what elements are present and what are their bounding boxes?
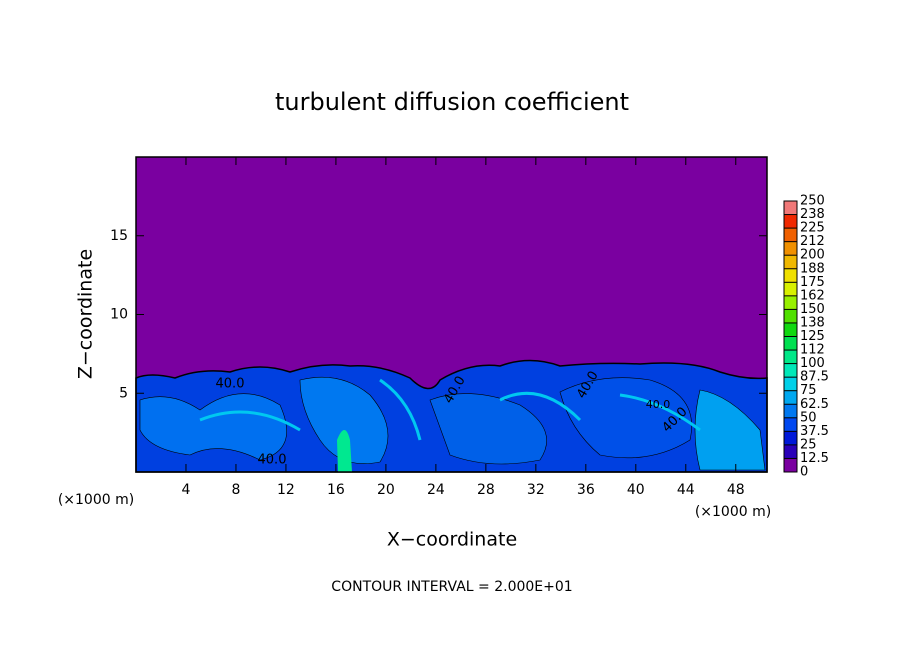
x-tick-label: 36 xyxy=(577,482,595,498)
field-region xyxy=(694,389,766,471)
colorbar-swatch xyxy=(784,363,797,378)
colorbar-label: 75 xyxy=(800,383,817,398)
colorbar-swatch xyxy=(784,404,797,418)
colorbar-swatch xyxy=(784,431,797,445)
colorbar-label: 100 xyxy=(800,356,825,371)
colorbar-label: 37.5 xyxy=(800,424,829,439)
field-region xyxy=(299,376,389,464)
x-tick-label: 44 xyxy=(677,482,695,498)
colorbar-label: 62.5 xyxy=(800,397,829,412)
colorbar-label: 112 xyxy=(800,343,825,358)
y-tick-label: 10 xyxy=(110,307,128,323)
colorbar-swatch xyxy=(784,444,797,459)
colorbar-swatch xyxy=(784,458,797,472)
field-region xyxy=(559,377,692,459)
colorbar-label: 188 xyxy=(800,261,825,276)
x-scale-label: (×1000 m) xyxy=(695,504,771,520)
colorbar-label: 0 xyxy=(800,465,808,480)
colorbar-swatch xyxy=(784,282,797,296)
colorbar-swatch xyxy=(784,228,797,242)
z-scale-label: (×1000 m) xyxy=(58,492,134,508)
x-tick-label: 48 xyxy=(727,482,745,498)
colorbar-swatch xyxy=(784,201,797,215)
field-filament xyxy=(199,378,701,441)
field xyxy=(135,157,768,473)
colorbar-label: 150 xyxy=(800,302,825,317)
x-tick-label: 24 xyxy=(427,482,445,498)
colorbar-label: 50 xyxy=(800,410,817,425)
chart-title: turbulent diffusion coefficient xyxy=(275,88,629,116)
colorbar-swatch xyxy=(784,295,797,310)
colorbar-label: 200 xyxy=(800,248,825,263)
colorbar-swatch xyxy=(784,241,797,256)
y-tick-label: 15 xyxy=(110,228,128,244)
x-tick-label: 8 xyxy=(231,482,240,498)
annotation: CONTOUR INTERVAL = 2.000E+01 xyxy=(331,579,572,595)
colorbar-swatch xyxy=(784,336,797,351)
x-tick-label: 12 xyxy=(277,482,295,498)
x-axis-label: X−coordinate xyxy=(387,529,517,551)
contour-label: 40.0 xyxy=(646,398,671,411)
x-tick-label: 28 xyxy=(477,482,495,498)
x-tick-label: 32 xyxy=(527,482,545,498)
colorbar-label: 25 xyxy=(800,437,817,452)
colorbar-swatch xyxy=(784,390,797,405)
contour-label: 40.0 xyxy=(216,377,245,392)
colorbar-swatch xyxy=(784,268,797,283)
field-region xyxy=(337,430,352,472)
x-tick-label: 16 xyxy=(327,482,345,498)
colorbar-label: 138 xyxy=(800,315,825,330)
colorbar-label: 125 xyxy=(800,329,825,344)
colorbar-swatch xyxy=(784,377,797,391)
colorbar-label: 212 xyxy=(800,234,825,249)
colorbar-swatch xyxy=(784,255,797,269)
y-axis-label: Z−coordinate xyxy=(75,249,97,379)
colorbar-swatch xyxy=(784,350,797,364)
field-region xyxy=(429,393,547,465)
x-tick-label: 20 xyxy=(377,482,395,498)
x-tick-label: 40 xyxy=(627,482,645,498)
colorbar-swatch xyxy=(784,214,797,229)
colorbar-swatch xyxy=(784,309,797,323)
x-tick-label: 4 xyxy=(182,482,191,498)
colorbar-swatch xyxy=(784,417,797,432)
colorbar-swatch xyxy=(784,322,797,337)
y-tick-label: 5 xyxy=(119,385,128,401)
field-region xyxy=(139,393,287,461)
colorbar-label: 87.5 xyxy=(800,370,829,385)
contour-label: 40.0 xyxy=(258,453,287,468)
colorbar-label: 238 xyxy=(800,207,825,222)
colorbar-label: 250 xyxy=(800,194,825,209)
colorbar-label: 175 xyxy=(800,275,825,290)
colorbar-label: 225 xyxy=(800,221,825,236)
colorbar-label: 162 xyxy=(800,288,825,303)
colorbar-label: 12.5 xyxy=(800,451,829,466)
